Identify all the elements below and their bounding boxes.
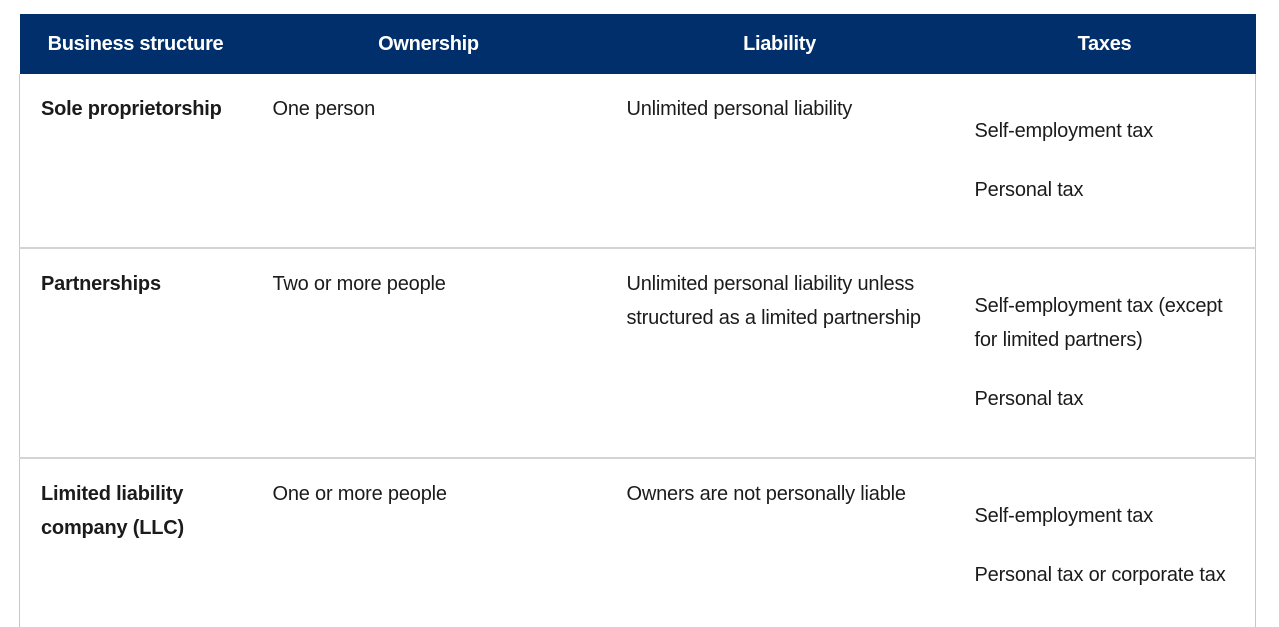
table-header: Business structure Ownership Liability T… <box>19 14 1256 74</box>
cell-taxes: Self-employment tax Personal tax or corp… <box>953 458 1256 627</box>
header-ownership: Ownership <box>378 32 479 55</box>
cell-taxes: Self-employment tax Personal tax <box>953 74 1256 249</box>
header-business-structure: Business structure <box>47 32 224 55</box>
table-body: Sole proprietorship One person Unlimited… <box>19 74 1256 627</box>
business-structure-table-container: Business structure Ownership Liability T… <box>19 14 1256 627</box>
cell-liability: Unlimited personal liability unless stru… <box>605 248 954 459</box>
table-row: Partnerships Two or more people Unlimite… <box>19 248 1256 459</box>
tax-item: Self-employment tax (except for limited … <box>974 295 1223 351</box>
cell-taxes: Self-employment tax (except for limited … <box>953 248 1256 459</box>
tax-item: Personal tax or corporate tax <box>974 564 1226 586</box>
table-row: Sole proprietorship One person Unlimited… <box>19 74 1256 249</box>
cell-ownership: Two or more people <box>251 248 606 459</box>
cell-structure: Limited liability company (LLC) <box>19 458 252 627</box>
business-structure-table: Business structure Ownership Liability T… <box>19 14 1256 627</box>
header-taxes: Taxes <box>1077 32 1132 55</box>
tax-item: Personal tax <box>974 388 1084 410</box>
cell-structure: Sole proprietorship <box>19 74 252 249</box>
tax-item: Personal tax <box>974 179 1084 201</box>
cell-liability: Unlimited personal liability <box>605 74 954 249</box>
header-row: Business structure Ownership Liability T… <box>19 14 1256 74</box>
header-liability: Liability <box>743 32 816 55</box>
tax-item: Self-employment tax <box>974 505 1154 527</box>
tax-item: Self-employment tax <box>974 120 1154 142</box>
cell-ownership: One or more people <box>272 483 447 505</box>
table-row: Limited liability company (LLC) One or m… <box>19 458 1256 627</box>
cell-ownership: One person <box>251 74 606 249</box>
cell-structure: Partnerships <box>19 248 252 459</box>
cell-liability: Owners are not personally liable <box>626 483 907 505</box>
